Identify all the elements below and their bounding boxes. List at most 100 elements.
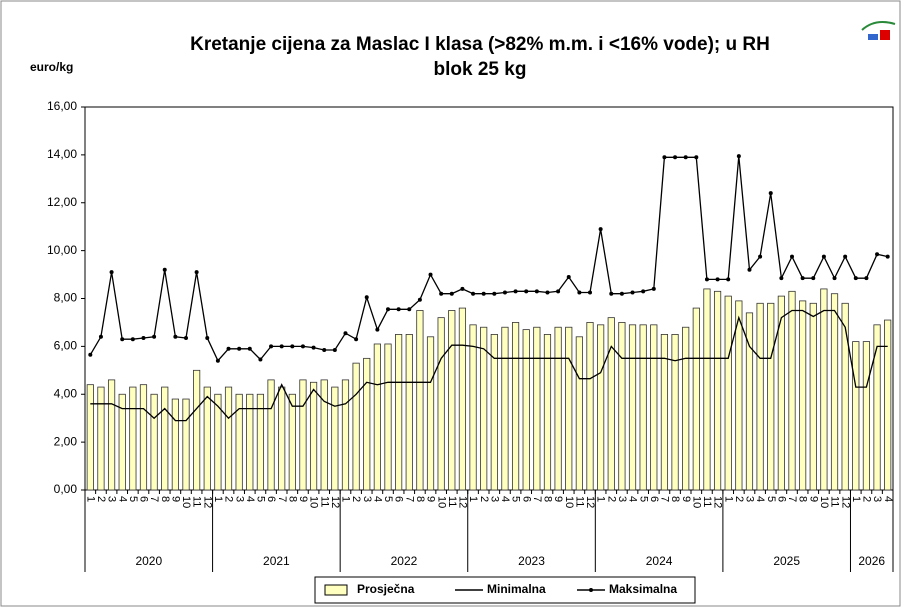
x-group-label: 2025 [773,554,800,568]
x-tick-label: 9 [297,496,309,502]
line-marker [641,289,646,294]
bar [193,369,201,491]
bar [416,310,424,491]
x-tick-label: 10 [563,496,575,508]
line-marker [247,346,252,351]
x-tick-label: 11 [573,496,585,507]
bar [426,336,435,491]
x-tick-label: 8 [159,496,171,502]
line-marker [311,345,316,350]
bar [182,398,190,491]
line-marker [704,277,709,282]
bar [873,324,881,491]
bar [490,334,498,491]
line-marker [215,358,220,363]
bar [522,329,530,491]
x-tick-label: 7 [403,496,415,502]
y-tick-label: 0,00 [54,482,78,496]
line-marker [832,276,837,281]
line-marker [779,276,784,281]
line-marker [343,331,348,336]
bar [288,393,296,491]
bar [788,290,796,491]
line-marker [673,155,678,160]
x-tick-label: 4 [499,496,511,502]
bar [363,357,371,491]
line-marker [843,254,848,259]
bar [671,334,679,491]
legend-marker [589,588,593,592]
line-marker [417,297,422,302]
bar [756,302,764,491]
x-tick-label: 7 [531,496,543,502]
x-tick-label: 5 [510,496,522,502]
x-tick-label: 10 [180,496,192,508]
bar [554,326,562,491]
x-tick-label: 2 [350,496,362,502]
y-tick-label: 8,00 [54,291,78,305]
x-tick-label: 2 [605,496,617,502]
line-marker [173,334,178,339]
bar [586,322,594,491]
bar [501,326,509,491]
x-tick-label: 11 [829,496,841,507]
bar [352,362,360,491]
bar [841,302,849,491]
bar [713,290,722,491]
bar [735,300,743,491]
bar [820,288,828,491]
x-tick-label: 6 [138,496,150,502]
bar [129,386,137,491]
line-marker [768,191,773,196]
bar [341,379,350,491]
line-marker [120,337,125,342]
x-tick-label: 2 [733,496,745,502]
line-marker [588,290,592,295]
line-marker [471,291,476,296]
line-marker [630,290,635,295]
line-marker [98,334,103,339]
x-tick-label: 8 [797,496,809,502]
x-tick-label: 5 [637,496,649,502]
line-marker [269,344,274,349]
x-tick-label: 7 [148,496,160,502]
bar [384,343,392,491]
line-marker [502,290,507,295]
legend-swatch [324,584,348,596]
x-tick-label: 1 [212,496,224,502]
bar [884,319,892,491]
bar [278,386,286,491]
bar [395,334,403,491]
bar [214,393,222,491]
line-marker [864,276,869,281]
bar [405,334,413,491]
chart-title: Kretanje cijena za Maslac I klasa (>82% … [190,34,770,55]
x-tick-label: 4 [882,496,894,502]
bar [660,334,669,491]
bar [533,326,541,491]
bar [809,302,817,491]
x-tick-label: 5 [255,496,267,502]
x-tick-label: 5 [765,496,777,502]
bar [480,326,488,491]
x-tick-label: 12 [457,496,469,508]
bar [799,300,807,491]
bar [139,384,148,491]
bar [331,386,339,491]
line-marker [566,274,571,279]
x-tick-label: 11 [701,496,713,507]
x-tick-label: 4 [627,496,639,502]
bar [639,324,647,491]
line-marker [811,276,816,281]
x-tick-label: 4 [244,496,256,502]
line-marker [375,327,380,332]
x-tick-label: 10 [818,496,830,508]
x-tick-label: 2 [861,496,873,502]
legend-box [314,576,696,604]
bar [171,398,179,491]
line-marker [205,335,210,340]
legend-label: Minimalna [487,582,546,596]
x-tick-label: 3 [488,496,500,502]
line-marker [662,155,667,160]
x-tick-label: 2 [223,496,235,502]
